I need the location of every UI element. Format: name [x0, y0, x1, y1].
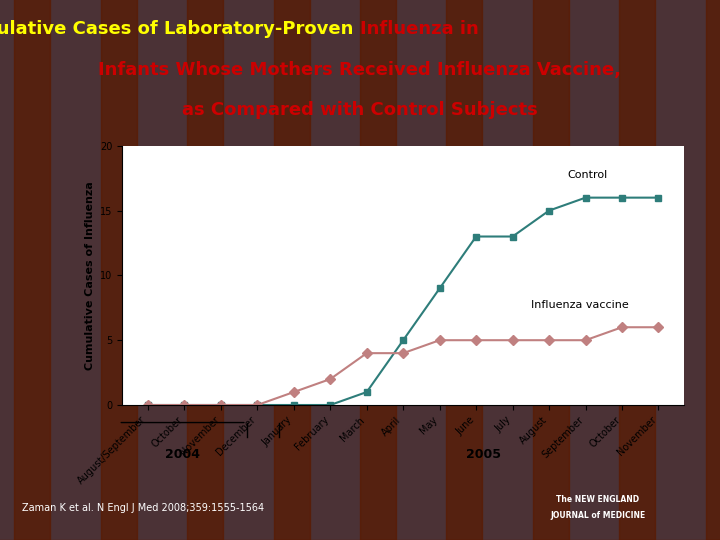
Control	[436, 285, 444, 292]
Influenza vaccine	[618, 324, 626, 330]
Influenza vaccine	[508, 337, 517, 343]
Text: Infants Whose Mothers Received Influenza Vaccine,: Infants Whose Mothers Received Influenza…	[99, 60, 621, 79]
Influenza vaccine	[217, 402, 225, 408]
Text: The NEW ENGLAND: The NEW ENGLAND	[557, 495, 639, 504]
Text: 2004: 2004	[165, 448, 200, 461]
Control	[362, 389, 371, 395]
Text: Influenza vaccine: Influenza vaccine	[531, 300, 629, 310]
Influenza vaccine	[289, 389, 298, 395]
Influenza vaccine	[436, 337, 444, 343]
Control	[180, 402, 189, 408]
Control	[326, 402, 335, 408]
Text: Cumulative Cases of Laboratory-Proven: Cumulative Cases of Laboratory-Proven	[0, 20, 360, 38]
Control	[654, 194, 663, 201]
Influenza vaccine	[545, 337, 554, 343]
Text: JOURNAL of MEDICINE: JOURNAL of MEDICINE	[550, 511, 646, 520]
Influenza vaccine	[472, 337, 480, 343]
Influenza vaccine	[581, 337, 590, 343]
Control	[508, 233, 517, 240]
Text: 2005: 2005	[466, 448, 501, 461]
Control	[143, 402, 152, 408]
Influenza vaccine	[362, 350, 371, 356]
Influenza vaccine	[399, 350, 408, 356]
Line: Influenza vaccine: Influenza vaccine	[145, 324, 662, 408]
Control	[217, 402, 225, 408]
Y-axis label: Cumulative Cases of Influenza: Cumulative Cases of Influenza	[85, 181, 95, 370]
Influenza vaccine	[180, 402, 189, 408]
Control	[618, 194, 626, 201]
Influenza vaccine	[253, 402, 261, 408]
Control	[253, 402, 261, 408]
Text: as Compared with Control Subjects: as Compared with Control Subjects	[182, 102, 538, 119]
Text: Control: Control	[567, 170, 608, 180]
Text: Zaman K et al. N Engl J Med 2008;359:1555-1564: Zaman K et al. N Engl J Med 2008;359:155…	[22, 503, 264, 513]
Control	[472, 233, 480, 240]
Control	[399, 337, 408, 343]
Text: Influenza in: Influenza in	[360, 20, 479, 38]
Control	[545, 207, 554, 214]
Control	[289, 402, 298, 408]
Control	[581, 194, 590, 201]
Influenza vaccine	[326, 376, 335, 382]
Influenza vaccine	[143, 402, 152, 408]
Influenza vaccine	[654, 324, 663, 330]
Line: Control: Control	[145, 194, 662, 408]
